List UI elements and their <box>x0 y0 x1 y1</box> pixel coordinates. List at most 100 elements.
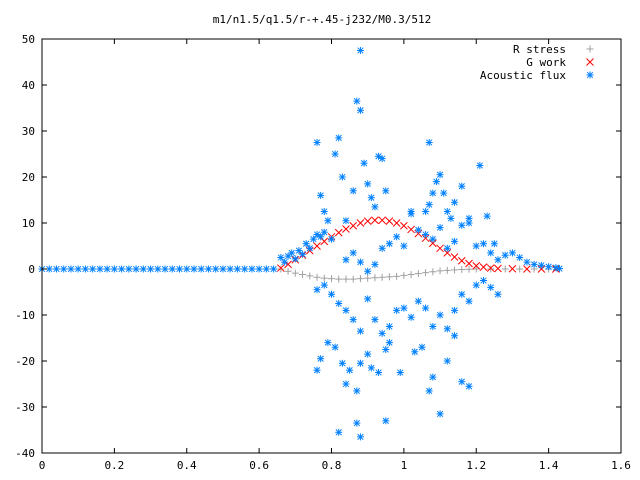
data-point <box>545 263 553 271</box>
data-point <box>378 244 386 252</box>
data-point <box>371 274 379 282</box>
data-point <box>270 265 278 273</box>
x-tick-label: 0 <box>39 459 46 472</box>
data-point <box>67 265 75 273</box>
data-point <box>204 265 212 273</box>
data-point <box>494 264 502 273</box>
data-point <box>443 244 451 252</box>
data-point <box>382 187 390 195</box>
data-point <box>342 306 350 314</box>
data-point <box>450 253 459 261</box>
data-point <box>96 265 104 273</box>
data-point <box>241 265 249 273</box>
data-point <box>414 226 422 234</box>
data-point <box>486 264 495 272</box>
legend-marker <box>586 58 594 66</box>
data-point <box>436 267 444 275</box>
data-point <box>385 273 393 281</box>
data-point <box>487 283 495 291</box>
x-tick-label: 1.4 <box>539 459 559 472</box>
data-point <box>465 297 473 305</box>
data-point <box>451 266 459 274</box>
data-point <box>429 323 437 330</box>
data-point <box>226 265 234 273</box>
data-point <box>317 355 325 363</box>
data-point <box>400 304 408 312</box>
series-plus <box>277 265 553 283</box>
data-point <box>472 261 481 270</box>
data-point <box>516 265 524 273</box>
chart-title: m1/n1.5/q1.5/r-+.45-j232/M0.3/512 <box>213 13 432 26</box>
data-point <box>472 242 480 250</box>
legend-label: Acoustic flux <box>480 69 566 82</box>
data-point <box>197 265 205 273</box>
series-star <box>38 47 563 441</box>
data-point <box>349 221 358 230</box>
data-point <box>429 268 437 276</box>
data-point <box>440 189 448 197</box>
y-tick-label: 50 <box>22 33 35 46</box>
data-point <box>45 265 53 273</box>
data-point <box>393 306 401 314</box>
data-point <box>451 332 459 340</box>
data-point <box>349 187 357 195</box>
data-point <box>465 259 473 268</box>
data-point <box>317 191 325 199</box>
data-point <box>320 281 328 289</box>
data-point <box>378 273 386 281</box>
y-tick-label: 0 <box>28 263 35 276</box>
y-axis: -40 -30 -20 -10 0 10 20 30 40 50 <box>15 33 621 460</box>
data-point <box>52 265 60 273</box>
legend-label: G work <box>526 56 566 69</box>
data-point <box>125 265 133 273</box>
data-point <box>465 219 473 227</box>
data-point <box>451 237 459 245</box>
data-point <box>516 254 524 261</box>
data-point <box>291 269 299 277</box>
data-point <box>555 265 563 273</box>
data-point <box>353 97 361 105</box>
data-point <box>313 286 321 294</box>
data-point <box>255 265 263 273</box>
data-point <box>479 240 487 248</box>
data-point <box>530 260 538 268</box>
data-point <box>458 290 466 298</box>
data-point <box>219 265 227 273</box>
data-point <box>371 316 379 324</box>
data-point <box>537 261 545 269</box>
data-point <box>299 250 307 258</box>
x-tick-label: 0.8 <box>322 459 342 472</box>
data-point <box>385 240 393 248</box>
data-point <box>313 139 321 146</box>
data-point <box>472 281 480 289</box>
legend-marker <box>586 45 594 53</box>
data-point <box>443 266 451 274</box>
data-point <box>429 373 437 381</box>
data-point <box>280 258 288 266</box>
data-point <box>364 295 372 303</box>
data-point <box>436 244 444 253</box>
y-tick-label: 30 <box>22 125 35 138</box>
data-point <box>494 256 502 264</box>
data-point <box>436 171 444 179</box>
plot-frame <box>41 38 622 454</box>
data-point <box>479 277 487 284</box>
data-point <box>320 228 328 236</box>
x-tick-label: 1.2 <box>466 459 486 472</box>
data-point <box>400 242 408 250</box>
data-point <box>299 271 307 279</box>
data-point <box>508 249 516 257</box>
data-point <box>60 265 68 273</box>
data-point <box>523 265 531 273</box>
data-point <box>349 316 357 324</box>
data-point <box>334 228 343 237</box>
data-point <box>320 274 328 282</box>
data-point <box>407 208 415 215</box>
y-tick-label: 10 <box>22 217 35 230</box>
data-point <box>487 265 495 273</box>
data-point <box>407 271 415 279</box>
data-point <box>414 229 423 238</box>
data-point <box>335 275 343 283</box>
data-point <box>313 273 321 281</box>
data-point <box>421 234 430 243</box>
